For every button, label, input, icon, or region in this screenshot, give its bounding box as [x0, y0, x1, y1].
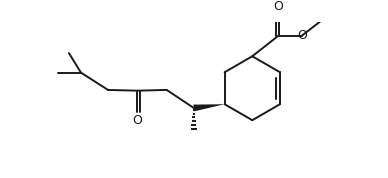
- Text: O: O: [132, 114, 142, 127]
- Text: O: O: [297, 29, 307, 42]
- Text: O: O: [274, 0, 284, 13]
- Polygon shape: [193, 104, 225, 111]
